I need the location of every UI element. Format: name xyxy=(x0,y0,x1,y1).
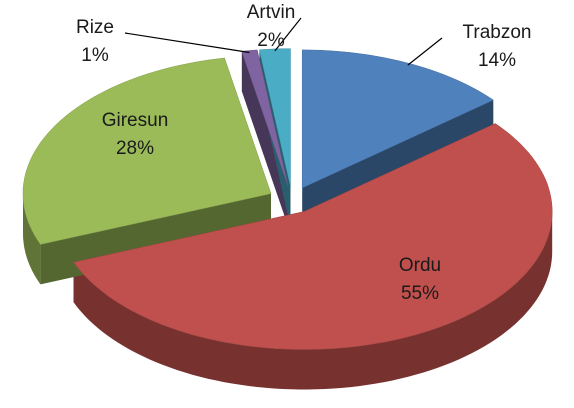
slice xyxy=(301,49,494,189)
data-label-value: 28% xyxy=(116,138,154,159)
data-label-value: 2% xyxy=(257,30,285,51)
slice xyxy=(241,49,289,187)
data-label-name: Rize xyxy=(76,17,114,38)
slice-wall xyxy=(73,211,553,390)
leader-line xyxy=(124,32,250,54)
data-label-name: Giresun xyxy=(102,110,169,131)
data-label-value: 14% xyxy=(478,50,516,71)
slice xyxy=(73,123,553,350)
leader-line xyxy=(274,17,302,52)
leader-line xyxy=(407,37,443,66)
data-label-value: 55% xyxy=(401,283,439,304)
data-label-name: Artvin xyxy=(247,2,296,23)
slice xyxy=(259,48,291,187)
data-label-name: Trabzon xyxy=(463,22,532,43)
slice-side xyxy=(241,51,289,227)
slice-wall xyxy=(23,193,41,285)
data-label-name: Ordu xyxy=(399,255,441,276)
slice xyxy=(22,57,272,245)
data-label-value: 1% xyxy=(81,45,109,66)
